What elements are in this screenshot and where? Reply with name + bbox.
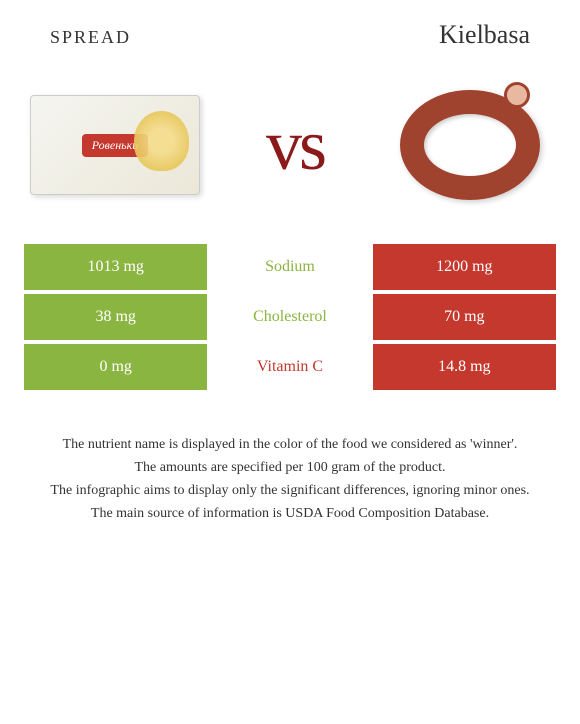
table-row: 38 mgCholesterol70 mg xyxy=(24,294,556,340)
left-value-cell: 1013 mg xyxy=(24,244,207,290)
footer-line-1: The nutrient name is displayed in the co… xyxy=(40,434,540,455)
right-value-cell: 70 mg xyxy=(373,294,556,340)
images-row: Ровеньки vs xyxy=(20,80,560,210)
left-food-title: spread xyxy=(50,20,131,50)
right-value-cell: 14.8 mg xyxy=(373,344,556,390)
footer-line-2: The amounts are specified per 100 gram o… xyxy=(40,457,540,478)
nutrient-name-cell: Cholesterol xyxy=(211,294,368,340)
sausage-end xyxy=(504,82,530,108)
spread-image: Ровеньки xyxy=(30,95,200,195)
nutrient-comparison-table: 1013 mgSodium1200 mg38 mgCholesterol70 m… xyxy=(20,240,560,394)
infographic-container: spread Kielbasa Ровеньки vs 1013 mgSodiu… xyxy=(0,0,580,546)
left-value-cell: 0 mg xyxy=(24,344,207,390)
butter-curls xyxy=(134,111,189,171)
footer-line-3: The infographic aims to display only the… xyxy=(40,480,540,501)
vs-label: vs xyxy=(266,104,324,187)
nutrient-name-cell: Sodium xyxy=(211,244,368,290)
right-food-title: Kielbasa xyxy=(439,20,530,50)
kielbasa-shape xyxy=(390,80,550,210)
footer-line-4: The main source of information is USDA F… xyxy=(40,503,540,524)
footer-notes: The nutrient name is displayed in the co… xyxy=(20,434,560,524)
table-row: 1013 mgSodium1200 mg xyxy=(24,244,556,290)
left-value-cell: 38 mg xyxy=(24,294,207,340)
right-value-cell: 1200 mg xyxy=(373,244,556,290)
spread-package: Ровеньки xyxy=(30,95,200,195)
kielbasa-image xyxy=(390,80,550,210)
header-row: spread Kielbasa xyxy=(20,20,560,50)
table-row: 0 mgVitamin C14.8 mg xyxy=(24,344,556,390)
nutrient-name-cell: Vitamin C xyxy=(211,344,368,390)
